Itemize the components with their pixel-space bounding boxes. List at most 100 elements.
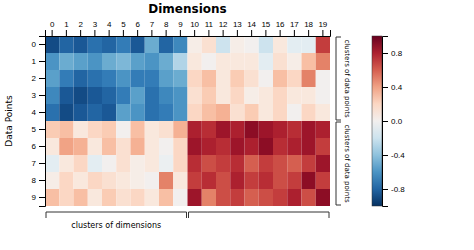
cell	[173, 138, 187, 155]
tick: 5	[121, 20, 126, 36]
tick-label: -0.4	[391, 151, 405, 160]
cell	[273, 121, 287, 138]
cell	[74, 172, 88, 189]
cell	[173, 104, 187, 121]
tick-mark	[308, 30, 309, 36]
tick: 16	[276, 20, 285, 36]
tick-label: 9	[178, 20, 183, 29]
tick: 1	[64, 20, 69, 36]
cell	[302, 36, 316, 53]
cell	[216, 189, 230, 206]
cell	[45, 138, 59, 155]
tick: 17	[290, 20, 299, 36]
tick-label: 11	[205, 20, 214, 29]
cell	[230, 87, 244, 104]
tick-label: 19	[318, 20, 327, 29]
cell	[287, 53, 301, 70]
cell	[88, 138, 102, 155]
cell	[159, 53, 173, 70]
cell	[188, 172, 202, 189]
tick-label: -0.8	[391, 185, 405, 194]
cell	[88, 189, 102, 206]
cell	[230, 104, 244, 121]
cell	[102, 172, 116, 189]
cell	[302, 138, 316, 155]
cell	[102, 70, 116, 87]
tick-mark	[166, 30, 167, 36]
cell	[145, 87, 159, 104]
cell	[245, 189, 259, 206]
cell	[245, 121, 259, 138]
bracket: clusters of data points	[336, 37, 351, 120]
tick-mark	[39, 61, 45, 62]
cell	[159, 87, 173, 104]
cell	[202, 53, 216, 70]
cell	[188, 87, 202, 104]
tick-mark	[39, 197, 45, 198]
cell	[202, 172, 216, 189]
cell	[131, 155, 145, 172]
tick-label: 5	[32, 125, 37, 134]
cell	[188, 36, 202, 53]
cell	[302, 53, 316, 70]
tick: 6	[135, 20, 140, 36]
cell	[273, 104, 287, 121]
cell	[145, 121, 159, 138]
cell	[159, 172, 173, 189]
cell	[116, 87, 130, 104]
annotation: clusters of data points	[343, 39, 351, 117]
tick-mark	[194, 30, 195, 36]
cell	[259, 121, 273, 138]
tick-mark	[265, 30, 266, 36]
cell	[216, 138, 230, 155]
cell	[45, 172, 59, 189]
tick-label: 12	[219, 20, 228, 29]
cell	[259, 53, 273, 70]
cell	[102, 138, 116, 155]
cell	[74, 87, 88, 104]
tick-label: 0.0	[391, 117, 403, 126]
tick-label: 6	[135, 20, 140, 29]
tick-mark	[39, 44, 45, 45]
tick-label: 3	[32, 91, 37, 100]
cell	[131, 189, 145, 206]
axis-title: Data Points	[4, 95, 14, 147]
bracket: clusters of dimensions	[46, 212, 187, 230]
cell	[230, 172, 244, 189]
tick-mark	[39, 163, 45, 164]
cell	[230, 138, 244, 155]
cell	[316, 104, 330, 121]
tick-mark	[237, 30, 238, 36]
cell	[88, 87, 102, 104]
cell	[102, 121, 116, 138]
tick: 2	[78, 20, 83, 36]
cell	[202, 36, 216, 53]
cell	[287, 70, 301, 87]
bracket-line	[189, 212, 330, 218]
tick: 4	[32, 108, 45, 117]
tick: 7	[150, 20, 155, 36]
tick: 8	[164, 20, 169, 36]
tick-mark	[382, 189, 388, 190]
colorbar-axis: 0.80.40.0-0.4-0.8	[382, 37, 405, 207]
cell	[302, 70, 316, 87]
tick: 0	[32, 40, 45, 49]
tick-label: 5	[121, 20, 126, 29]
cell	[116, 189, 130, 206]
cell	[273, 138, 287, 155]
cell	[59, 172, 73, 189]
cell	[45, 70, 59, 87]
cell	[45, 155, 59, 172]
cell	[202, 138, 216, 155]
tick-mark	[151, 30, 152, 36]
annotation: clusters of dimensions	[71, 221, 161, 230]
cell	[287, 104, 301, 121]
cell	[173, 121, 187, 138]
tick: 1	[32, 57, 45, 66]
tick-label: 0.4	[391, 83, 403, 92]
tick-mark	[251, 30, 252, 36]
tick-mark	[52, 30, 53, 36]
cell	[116, 104, 130, 121]
tick: 4	[107, 20, 112, 36]
cell	[287, 189, 301, 206]
